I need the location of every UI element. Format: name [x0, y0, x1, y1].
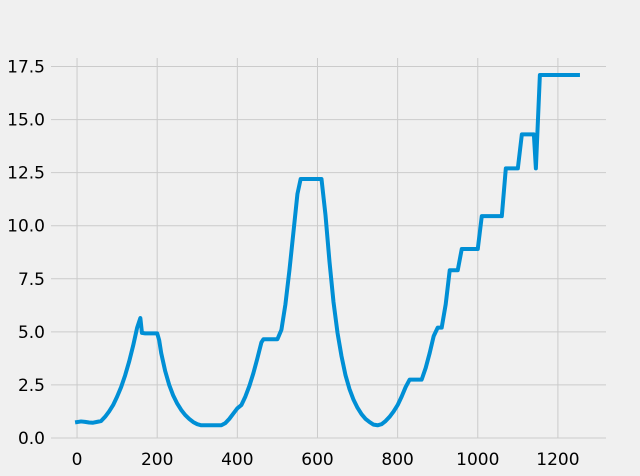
y-tick-label: 0.0	[18, 429, 45, 449]
x-gridlines	[76, 58, 559, 438]
series-line	[74, 72, 580, 428]
y-tick-label: 10.0	[7, 217, 45, 237]
x-tick-label: 0	[72, 450, 83, 470]
x-tick-label: 1200	[536, 450, 579, 470]
y-tick-label: 17.5	[7, 57, 45, 77]
x-tick-label: 1000	[456, 450, 499, 470]
x-tick-label: 400	[221, 450, 253, 470]
x-tick-labels: 0 200 400 600 800 1000 1200	[72, 450, 580, 470]
y-tick-label: 7.5	[18, 270, 45, 290]
x-tick-label: 800	[381, 450, 413, 470]
y-tick-labels: 0.0 2.5 5.0 7.5 10.0 12.5 15.0 17.5	[7, 57, 45, 449]
y-tick-label: 12.5	[7, 164, 45, 184]
y-tick-label: 2.5	[18, 376, 45, 396]
y-gridlines	[51, 65, 606, 439]
y-tick-label: 5.0	[18, 323, 45, 343]
x-tick-label: 600	[301, 450, 333, 470]
y-tick-label: 15.0	[7, 111, 45, 131]
x-tick-label: 200	[141, 450, 173, 470]
